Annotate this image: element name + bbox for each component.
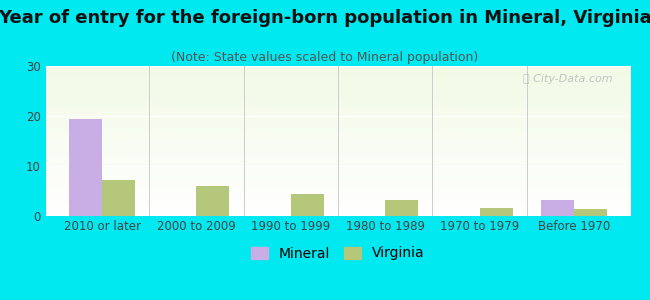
Bar (541, 200, 574, 216)
Text: Ⓞ City-Data.com: Ⓞ City-Data.com (523, 74, 613, 83)
Text: (Note: State values scaled to Mineral population): (Note: State values scaled to Mineral po… (172, 51, 478, 64)
Legend: Mineral, Virginia: Mineral, Virginia (246, 241, 430, 266)
Bar (102, 180, 135, 216)
Bar (196, 186, 229, 216)
Bar (574, 209, 607, 216)
Text: Year of entry for the foreign-born population in Mineral, Virginia: Year of entry for the foreign-born popul… (0, 9, 650, 27)
Bar (69, 118, 102, 216)
Bar (385, 200, 418, 216)
Bar (480, 208, 513, 216)
Bar (291, 194, 324, 216)
